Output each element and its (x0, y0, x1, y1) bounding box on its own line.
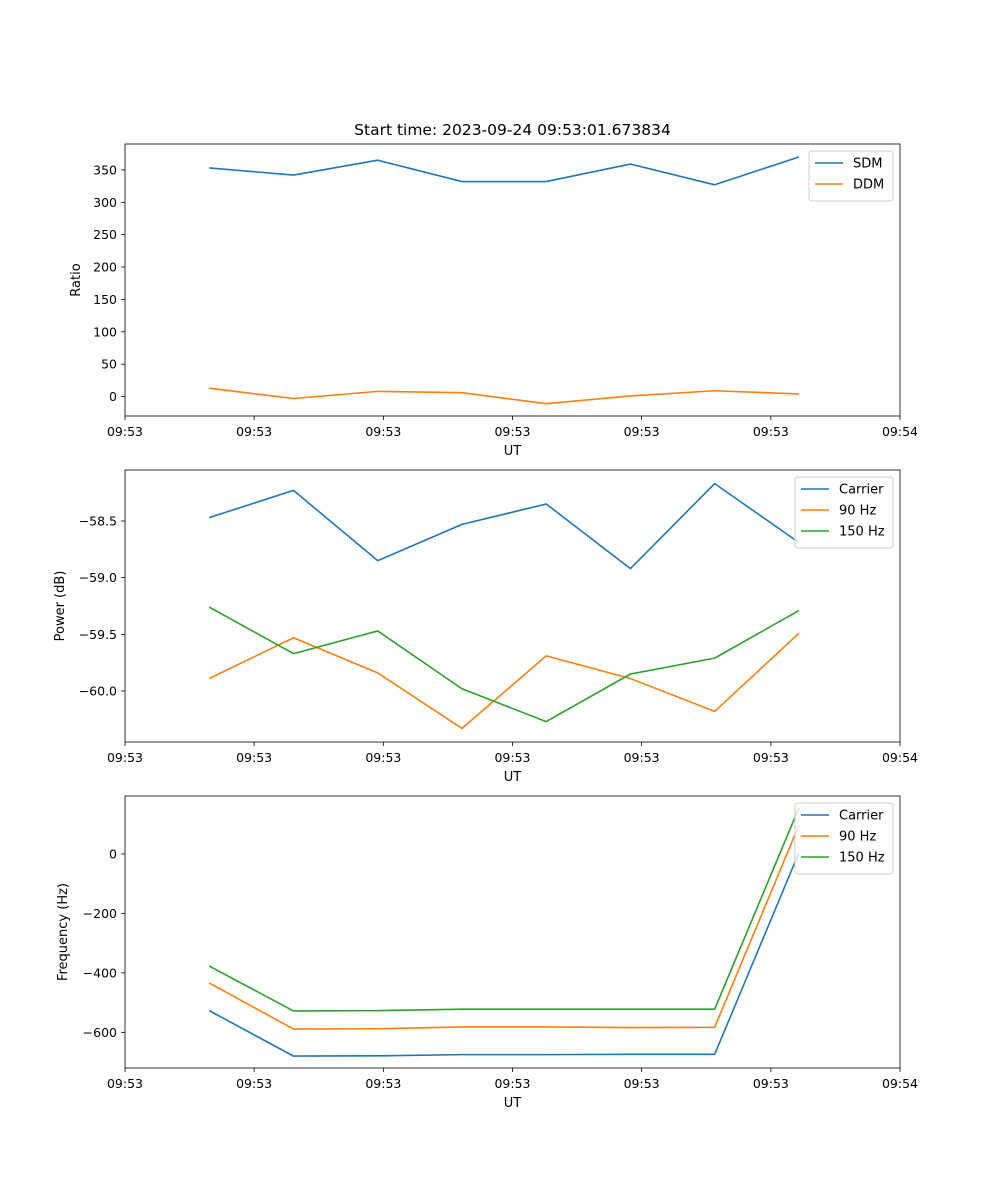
frequency-x-tick-label: 09:53 (494, 1076, 530, 1091)
power-series-90-hz-line (208, 632, 800, 730)
ratio-y-axis-label: Ratio (69, 263, 84, 296)
frequency-axes-frame (124, 795, 901, 1069)
ratio-legend-label: SDM (853, 157, 882, 172)
power-x-tick-label: 09:53 (753, 750, 789, 765)
frequency-y-tick-label: −600 (83, 1025, 117, 1040)
frequency-x-tick-label: 09:53 (236, 1076, 272, 1091)
power-legend-label: 90 Hz (839, 504, 876, 519)
frequency-y-tick-label: −400 (83, 965, 117, 980)
ratio-legend-label: DDM (853, 178, 884, 193)
power-x-tick-label: 09:53 (624, 750, 660, 765)
frequency-x-tick-label: 09:53 (753, 1076, 789, 1091)
ratio-series-ddm-line (209, 387, 799, 405)
frequency-panel: 09:53 09:53 09:53 09:53 09:53 09:53 09:54 −600 −… (56, 795, 918, 1111)
ratio-panel: Start time: 2023-09-24 09:53:01.673834 09… (69, 121, 918, 459)
power-legend-label: 150 Hz (839, 525, 885, 540)
ratio-x-tick-label: 09:53 (624, 424, 660, 439)
frequency-legend-label: 90 Hz (839, 830, 876, 845)
power-y-tick-label: −60.0 (79, 684, 117, 699)
frequency-x-tick-label: 09:53 (365, 1076, 401, 1091)
ratio-y-tick-label: 50 (101, 357, 117, 372)
frequency-x-tick-label: 09:53 (107, 1076, 143, 1091)
frequency-x-tick-label: 09:54 (882, 1076, 918, 1091)
ratio-x-tick-label: 09:53 (753, 424, 789, 439)
ratio-series-sdm-line (209, 156, 800, 186)
frequency-legend-label: Carrier (839, 809, 884, 824)
power-legend: Carrier 90 Hz 150 Hz (794, 476, 894, 549)
power-y-axis-label: Power (dB) (53, 571, 68, 642)
ratio-x-tick-label: 09:53 (365, 424, 401, 439)
power-x-axis-label: UT (504, 770, 522, 785)
frequency-series-90-hz-line (208, 824, 800, 1030)
ratio-y-tick-label: 350 (93, 162, 117, 177)
frequency-y-axis-label: Frequency (Hz) (56, 883, 71, 981)
frequency-y-tick-label: −200 (83, 906, 117, 921)
frequency-y-tick-label: 0 (109, 846, 117, 861)
frequency-x-axis-label: UT (504, 1096, 522, 1111)
ratio-x-tick-label: 09:53 (494, 424, 530, 439)
power-series-carrier-line (208, 482, 800, 570)
ratio-y-tick-label: 100 (93, 324, 117, 339)
power-x-tick-label: 09:53 (494, 750, 530, 765)
ratio-y-tick-label: 0 (109, 389, 117, 404)
power-legend-label: Carrier (839, 483, 884, 498)
power-x-tick-label: 09:54 (882, 750, 918, 765)
frequency-series-carrier-line (208, 852, 800, 1057)
power-panel: 09:53 09:53 09:53 09:53 09:53 09:53 09:54 −60.0… (53, 469, 918, 785)
power-y-tick-label: −59.0 (79, 570, 117, 585)
power-series-150-hz-line (208, 606, 800, 723)
power-x-tick-label: 09:53 (236, 750, 272, 765)
frequency-x-tick-label: 09:53 (624, 1076, 660, 1091)
ratio-legend: SDM DDM (808, 150, 894, 202)
power-y-tick-label: −59.5 (79, 627, 117, 642)
power-x-tick-label: 09:53 (107, 750, 143, 765)
ratio-x-tick-label: 09:54 (882, 424, 918, 439)
ratio-x-axis-label: UT (504, 444, 522, 459)
chart-title: Start time: 2023-09-24 09:53:01.673834 (354, 121, 671, 139)
ratio-x-tick-label: 09:53 (107, 424, 143, 439)
ratio-y-tick-label: 250 (93, 227, 117, 242)
ratio-y-tick-label: 300 (93, 195, 117, 210)
ratio-axes-frame (124, 143, 901, 417)
power-axes-frame (124, 469, 901, 743)
power-y-tick-label: −58.5 (79, 514, 117, 529)
ratio-y-tick-label: 200 (93, 260, 117, 275)
frequency-legend-label: 150 Hz (839, 851, 885, 866)
power-x-tick-label: 09:53 (365, 750, 401, 765)
ratio-x-tick-label: 09:53 (236, 424, 272, 439)
frequency-series-150-hz-line (208, 807, 800, 1012)
frequency-legend: Carrier 90 Hz 150 Hz (794, 802, 894, 875)
ratio-y-tick-label: 150 (93, 292, 117, 307)
